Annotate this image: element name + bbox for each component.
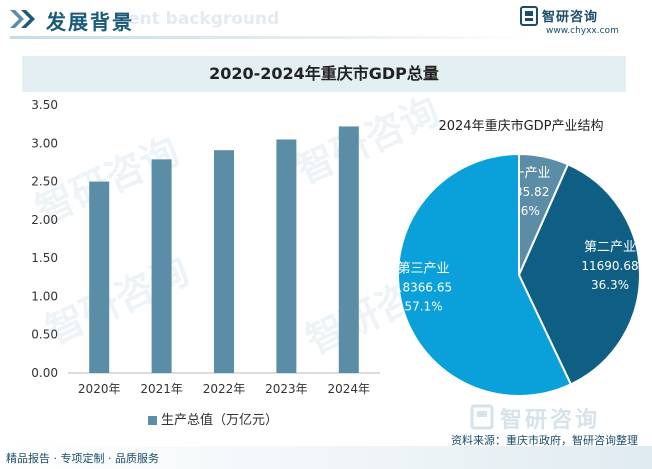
brand-logo-block: 智研咨询 www.chyxx.com bbox=[520, 4, 638, 40]
y-tick-label: 1.00 bbox=[31, 289, 58, 303]
chevrons-icon bbox=[10, 10, 35, 28]
brand-name: 智研咨询 bbox=[542, 10, 599, 25]
y-tick-label: 1.50 bbox=[31, 251, 58, 265]
legend-label: 生产总值（万亿元） bbox=[161, 413, 279, 428]
y-tick-label: 2.50 bbox=[31, 175, 58, 189]
footer-slogan: 精品报告 · 专项定制 · 品质服务 bbox=[6, 452, 159, 465]
header-underline bbox=[10, 36, 530, 39]
y-tick-label: 3.50 bbox=[31, 98, 58, 112]
header-watermark: ent background bbox=[128, 9, 280, 29]
chart-legend: 生产总值（万亿元） bbox=[148, 409, 278, 428]
slice-value: 11690.68 bbox=[581, 259, 638, 273]
slice-percent: 36.3% bbox=[591, 278, 629, 292]
bottom-brand: 智研咨询 bbox=[470, 404, 640, 433]
page-title: 发展背景 bbox=[46, 10, 134, 34]
slice-label: 第三产业 bbox=[398, 261, 450, 276]
pie-slice bbox=[397, 152, 573, 397]
y-tick-label: 2.00 bbox=[31, 213, 58, 227]
slice-percent: 57.1% bbox=[404, 299, 442, 313]
chart-title: 2020-2024年重庆市GDP总量 bbox=[22, 56, 626, 92]
pie-slice bbox=[517, 163, 641, 386]
legend-swatch bbox=[148, 416, 157, 425]
y-tick-label: 0.00 bbox=[31, 366, 58, 380]
footer-bar bbox=[0, 446, 652, 469]
slice-label: 第二产业 bbox=[584, 240, 636, 255]
bar bbox=[338, 126, 359, 373]
slice-value: 18366.65 bbox=[395, 280, 452, 294]
y-tick-label: 0.50 bbox=[31, 328, 58, 342]
x-tick-label: 2022年 bbox=[203, 382, 246, 396]
bar-chart: 0.00 0.50 1.00 1.50 2.00 2.50 3.00 3.50 2020年 202… bbox=[31, 98, 380, 396]
brand-url: www.chyxx.com bbox=[546, 26, 619, 36]
brand-logo-icon bbox=[470, 404, 494, 430]
x-tick-label: 2020年 bbox=[78, 382, 121, 396]
y-tick-label: 3.00 bbox=[31, 136, 58, 150]
pie-chart-title: 2024年重庆市GDP产业结构 bbox=[438, 119, 604, 134]
data-source: 资料来源：重庆市政府，智研咨询整理 bbox=[451, 434, 638, 447]
x-tick-label: 2023年 bbox=[265, 382, 308, 396]
page-header: ent background 发展背景 智研咨询 www.chyxx.com bbox=[0, 0, 652, 40]
x-tick-label: 2024年 bbox=[328, 382, 371, 396]
brand-logo-icon bbox=[520, 6, 538, 26]
pie-chart: 第一产业2135.826.6%第二产业11690.6836.3%第三产业1836… bbox=[395, 152, 641, 397]
bar bbox=[276, 139, 297, 373]
x-tick-label: 2021年 bbox=[140, 382, 183, 396]
bottom-brand-name: 智研咨询 bbox=[500, 408, 601, 433]
bar bbox=[151, 159, 172, 373]
bar bbox=[89, 181, 110, 373]
bar bbox=[214, 150, 234, 373]
